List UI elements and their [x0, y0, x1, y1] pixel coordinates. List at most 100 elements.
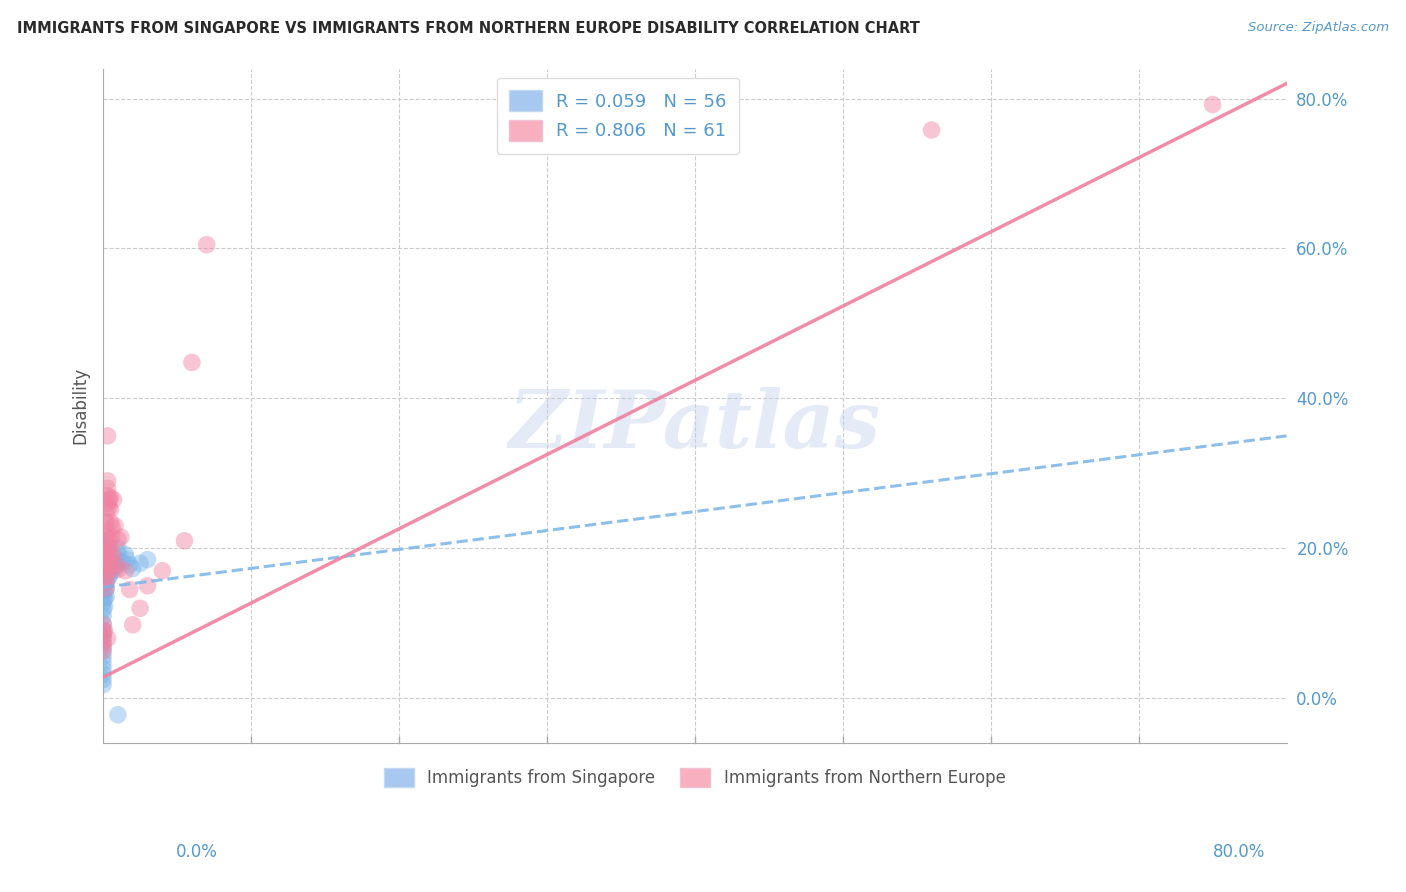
Text: ZIPatlas: ZIPatlas — [509, 387, 882, 465]
Point — [97, 489, 120, 503]
Point — [97, 481, 120, 495]
Point — [97, 474, 120, 488]
Point — [98, 540, 121, 554]
Point — [115, 552, 138, 566]
Point — [114, 547, 136, 561]
Point — [98, 500, 121, 514]
Point — [1201, 97, 1223, 112]
Point — [180, 355, 202, 369]
Point — [91, 571, 114, 585]
Point — [91, 590, 114, 604]
Point — [97, 496, 120, 510]
Point — [110, 530, 132, 544]
Point — [136, 579, 159, 593]
Point — [93, 591, 115, 606]
Point — [91, 547, 114, 561]
Point — [91, 624, 114, 638]
Point — [98, 492, 121, 507]
Text: Source: ZipAtlas.com: Source: ZipAtlas.com — [1249, 21, 1389, 34]
Point — [103, 547, 125, 561]
Point — [94, 575, 117, 590]
Point — [93, 584, 115, 599]
Point — [94, 538, 117, 552]
Point — [91, 584, 114, 599]
Point — [107, 707, 129, 722]
Point — [105, 560, 128, 574]
Point — [121, 617, 143, 632]
Point — [97, 571, 120, 585]
Point — [101, 530, 124, 544]
Point — [94, 530, 117, 544]
Point — [91, 636, 114, 650]
Point — [114, 564, 136, 578]
Point — [91, 533, 114, 548]
Point — [97, 557, 120, 571]
Point — [93, 558, 115, 572]
Point — [105, 558, 128, 572]
Point — [97, 541, 120, 556]
Point — [94, 582, 117, 597]
Point — [104, 518, 127, 533]
Point — [118, 558, 141, 572]
Point — [107, 541, 129, 556]
Point — [97, 558, 120, 572]
Point — [121, 561, 143, 575]
Point — [97, 547, 120, 561]
Point — [91, 655, 114, 669]
Point — [103, 550, 125, 565]
Point — [100, 491, 122, 505]
Point — [107, 547, 129, 561]
Point — [91, 538, 114, 552]
Point — [97, 552, 120, 566]
Point — [921, 123, 943, 137]
Point — [129, 601, 152, 615]
Point — [93, 624, 115, 638]
Point — [91, 596, 114, 610]
Point — [91, 629, 114, 643]
Y-axis label: Disability: Disability — [72, 368, 89, 444]
Point — [91, 649, 114, 664]
Point — [97, 632, 120, 646]
Text: IMMIGRANTS FROM SINGAPORE VS IMMIGRANTS FROM NORTHERN EUROPE DISABILITY CORRELAT: IMMIGRANTS FROM SINGAPORE VS IMMIGRANTS … — [17, 21, 920, 36]
Point — [111, 555, 134, 569]
Point — [98, 533, 121, 547]
Point — [91, 558, 114, 573]
Point — [108, 554, 131, 568]
Point — [173, 533, 195, 548]
Point — [98, 558, 121, 572]
Point — [91, 617, 114, 632]
Point — [91, 566, 114, 580]
Point — [94, 581, 117, 595]
Point — [91, 644, 114, 658]
Point — [93, 599, 115, 614]
Point — [93, 570, 115, 584]
Point — [94, 505, 117, 519]
Point — [136, 552, 159, 566]
Point — [91, 634, 114, 648]
Point — [100, 562, 122, 576]
Point — [91, 661, 114, 675]
Point — [195, 237, 218, 252]
Point — [101, 558, 124, 572]
Point — [101, 564, 124, 578]
Point — [91, 603, 114, 617]
Point — [107, 533, 129, 547]
Point — [91, 552, 114, 566]
Point — [91, 673, 114, 687]
Point — [91, 639, 114, 653]
Point — [91, 616, 114, 631]
Point — [91, 678, 114, 692]
Point — [98, 562, 121, 576]
Text: 80.0%: 80.0% — [1213, 843, 1265, 861]
Point — [91, 541, 114, 556]
Point — [91, 667, 114, 681]
Point — [94, 564, 117, 578]
Point — [104, 557, 127, 571]
Legend: Immigrants from Singapore, Immigrants from Northern Europe: Immigrants from Singapore, Immigrants fr… — [375, 760, 1014, 796]
Point — [94, 558, 117, 572]
Point — [118, 582, 141, 597]
Point — [93, 577, 115, 591]
Point — [94, 545, 117, 559]
Point — [97, 429, 120, 443]
Point — [98, 562, 121, 576]
